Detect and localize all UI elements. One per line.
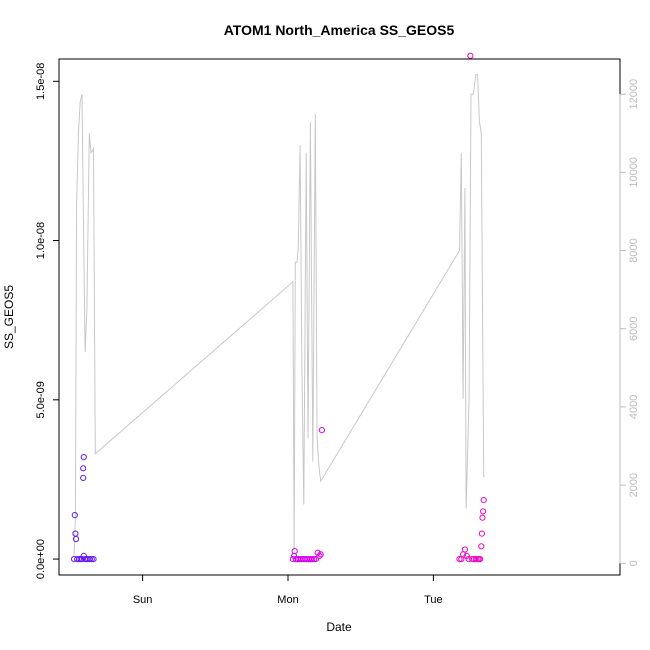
data-point <box>72 535 80 543</box>
data-point <box>291 548 298 555</box>
series-line <box>73 74 485 556</box>
data-point <box>461 546 468 553</box>
data-point <box>88 556 95 563</box>
data-point <box>75 556 83 563</box>
data-point <box>479 514 486 521</box>
y2-tick-label: 10000 <box>628 157 640 188</box>
data-point <box>463 552 470 560</box>
data-point <box>80 465 87 472</box>
left-axis: 0.0e+00 5.0e-09 1.0e-08 1.5e-08 <box>35 63 60 579</box>
x-tick-label: Sun <box>133 594 153 606</box>
y2-tick-label: 8000 <box>628 238 640 262</box>
data-point <box>80 454 87 461</box>
x-tick-label: Mon <box>277 594 298 606</box>
y2-tick-label: 2000 <box>628 473 640 497</box>
data-point <box>456 556 463 563</box>
data-point <box>477 556 484 563</box>
y-tick-label: 1.5e-08 <box>35 63 47 100</box>
data-point <box>86 556 94 563</box>
y-axis-label: SS_GEOS5 <box>2 285 16 349</box>
y-tick-label: 5.0e-09 <box>35 381 47 418</box>
data-point <box>478 543 485 550</box>
y2-tick-label: 12000 <box>628 79 640 110</box>
y-tick-label: 0.0e+00 <box>35 539 47 579</box>
plot-area <box>71 52 487 563</box>
y2-tick-label: 4000 <box>628 395 640 419</box>
data-point <box>80 474 87 481</box>
data-point <box>467 52 474 59</box>
data-point <box>78 556 86 563</box>
data-point <box>312 556 319 563</box>
data-point <box>90 556 97 563</box>
data-point <box>472 556 479 563</box>
data-point <box>311 556 318 563</box>
data-point <box>318 427 325 434</box>
data-point <box>316 552 323 560</box>
data-point <box>478 530 485 537</box>
y2-tick-label: 6000 <box>628 316 640 340</box>
y2-tick-label: 0 <box>628 560 640 566</box>
y-tick-label: 1.0e-08 <box>35 222 47 259</box>
plot-frame <box>58 58 621 576</box>
x-axis-label: Date <box>326 620 352 634</box>
data-point <box>480 497 487 504</box>
data-point <box>72 530 79 537</box>
data-point <box>317 551 324 558</box>
data-point <box>314 549 321 556</box>
right-axis: 0 2000 4000 6000 8000 10000 12000 <box>619 79 640 566</box>
data-point <box>309 556 316 563</box>
x-axis: Sun Mon Tue <box>133 574 443 606</box>
chart-title: ATOM1 North_America SS_GEOS5 <box>224 22 455 38</box>
data-point <box>71 512 78 519</box>
x-tick-label: Tue <box>424 594 443 606</box>
data-point <box>480 508 487 515</box>
